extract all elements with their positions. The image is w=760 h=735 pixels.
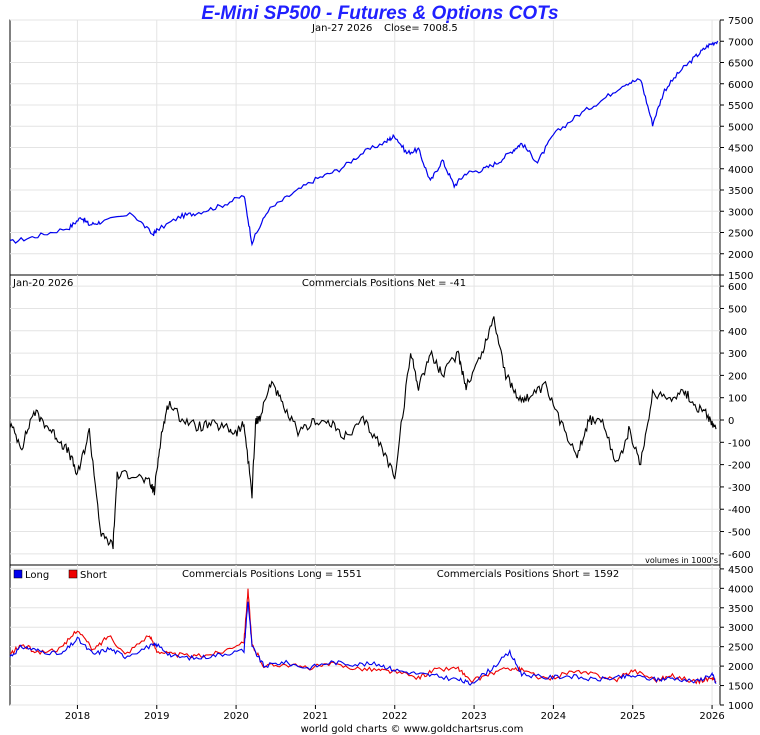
- net-ytick-label: -600: [728, 550, 751, 561]
- price-header-date: Jan-27 2026: [311, 23, 372, 34]
- price-ytick-label: 7500: [728, 16, 753, 27]
- net-ytick-label: -400: [728, 505, 751, 516]
- net-ytick-label: 100: [728, 394, 747, 405]
- price-ytick-label: 2500: [728, 229, 753, 240]
- ls-ytick-label: 1500: [728, 682, 753, 693]
- legend-short-label: Short: [80, 570, 107, 581]
- price-ytick-label: 2000: [728, 250, 753, 261]
- net-header-label: Commercials Positions Net = -41: [302, 278, 466, 289]
- net-ytick-label: -300: [728, 483, 751, 494]
- price-ytick-label: 6000: [728, 80, 753, 91]
- net-ytick-label: -500: [728, 528, 751, 539]
- ls-ytick-label: 4500: [728, 565, 753, 576]
- price-panel: Jan-27 2026 Close= 7008.5 1500 2000 2500 30…: [9, 16, 753, 282]
- price-ytick-label: 3500: [728, 186, 753, 197]
- price-ytick-label: 6500: [728, 59, 753, 70]
- price-line: [9, 40, 719, 247]
- price-ytick-label: 4500: [728, 144, 753, 155]
- short-header: Commercials Positions Short = 1592: [437, 569, 620, 580]
- net-ytick-label: 0: [728, 416, 734, 427]
- net-ytick-label: 600: [728, 282, 747, 293]
- net-ytick-label: 300: [728, 349, 747, 360]
- xtick-label: 2026: [699, 711, 724, 722]
- ls-ytick-label: 3500: [728, 604, 753, 615]
- xtick-label: 2022: [382, 711, 407, 722]
- xtick-label: 2023: [461, 711, 486, 722]
- ls-ytick-label: 4000: [728, 584, 753, 595]
- short-line: [9, 588, 717, 685]
- price-ytick-label: 5500: [728, 101, 753, 112]
- price-ytick-label: 5000: [728, 122, 753, 133]
- ls-ytick-label: 1000: [728, 701, 753, 712]
- long-short-panel: Long Short Commercials Positions Long = …: [9, 564, 753, 722]
- xtick-label: 2021: [303, 711, 328, 722]
- credit-text: world gold charts © www.goldchartsrus.co…: [301, 724, 524, 735]
- ls-ytick-label: 3000: [728, 623, 753, 634]
- xtick-label: 2020: [223, 711, 248, 722]
- chart-title: E-Mini SP500 - Futures & Options COTs: [201, 3, 558, 24]
- ls-ytick-label: 2000: [728, 662, 753, 673]
- net-ytick-label: -100: [728, 438, 751, 449]
- xtick-label: 2024: [541, 711, 566, 722]
- legend-long-label: Long: [25, 570, 49, 581]
- xtick-label: 2018: [65, 711, 90, 722]
- legend-long-swatch: [13, 569, 23, 579]
- price-ytick-label: 7000: [728, 37, 753, 48]
- net-ytick-label: 400: [728, 327, 747, 338]
- long-short-panel-frame: [9, 564, 721, 706]
- net-ytick-label: 500: [728, 304, 747, 315]
- xtick-label: 2025: [620, 711, 645, 722]
- net-header-date: Jan-20 2026: [12, 278, 73, 289]
- price-ytick-label: 1500: [728, 271, 753, 282]
- long-line: [9, 601, 717, 686]
- ls-ytick-label: 2500: [728, 643, 753, 654]
- volumes-note: volumes in 1000's: [645, 556, 718, 565]
- net-line: [9, 316, 717, 550]
- price-ytick-label: 4000: [728, 165, 753, 176]
- price-header-close: Close= 7008.5: [384, 23, 458, 34]
- net-ytick-label: 200: [728, 371, 747, 382]
- price-ytick-label: 3000: [728, 207, 753, 218]
- net-panel: Jan-20 2026 Commercials Positions Net = …: [9, 274, 751, 566]
- net-ytick-label: -200: [728, 461, 751, 472]
- legend-short-swatch: [68, 569, 78, 579]
- xtick-label: 2019: [144, 711, 169, 722]
- long-header: Commercials Positions Long = 1551: [182, 569, 362, 580]
